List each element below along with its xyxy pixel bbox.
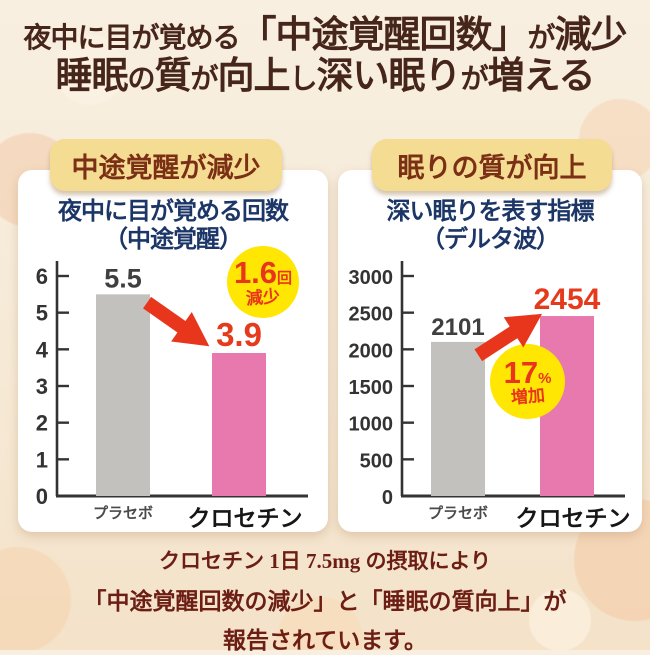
bar-value-label: 5.5 [104, 263, 142, 293]
footer-line2: 「中途覚醒回数の減少」と「睡眠の質向上」が [83, 589, 567, 614]
badge-label: 眠りの質が向上 [397, 152, 587, 183]
title-segment: 「中途覚醒回数」 [239, 14, 529, 55]
page-title-line2: 睡眠の質が向上し深い眠りが増える [0, 55, 650, 96]
footer-line3: 報告されています。 [222, 628, 427, 653]
y-tick-label: 3000 [349, 267, 394, 289]
y-tick-label: 0 [36, 484, 48, 509]
y-tick-label: 5 [36, 300, 48, 325]
chart-awakening-count: 0 1 2 3 4 5 6 5.5 プラセボ 3.9 クロセチン [27, 257, 319, 537]
page-title-line1: 夜中に目が覚める「中途覚醒回数」が減少 [0, 14, 650, 55]
category-label: プラセボ [428, 505, 488, 522]
bar-placebo [431, 341, 485, 496]
bar-value-label: 3.9 [216, 316, 262, 353]
highlight-unit: % [538, 369, 552, 387]
y-tick-label: 1000 [349, 413, 394, 435]
y-tick-label: 0 [382, 487, 393, 509]
bar-chart-delta-wave: 0 500 1000 1500 2000 2500 3000 2101 プラセボ 2454 クロセチ… [349, 260, 631, 531]
panel-sleep-quality: 眠りの質が向上 深い眠りを表す指標 （デルタ波） 0 500 1000 1500 200… [338, 139, 642, 532]
y-tick-label: 3 [36, 374, 48, 399]
bar-value-label: 2101 [431, 314, 484, 341]
highlight-label: 減少 [245, 286, 281, 309]
category-label: クロセチン [188, 505, 303, 531]
y-tick-label: 2000 [349, 340, 394, 362]
title-segment: 睡眠 [55, 55, 129, 97]
highlight-label: 増加 [509, 385, 546, 408]
y-tick-label: 2500 [349, 303, 394, 325]
panel-mid-sleep-awakening: 中途覚醒が減少 夜中に目が覚める回数 （中途覚醒） 0 1 2 3 4 5 6 5.5 プラセボ… [18, 139, 328, 532]
chart-delta-wave: 0 500 1000 1500 2000 2500 3000 2101 プラセボ 2454 クロセチ… [344, 257, 636, 537]
title-segment: の [127, 63, 156, 95]
bar-chart-awakening: 0 1 2 3 4 5 6 5.5 プラセボ 3.9 クロセチン [36, 260, 308, 531]
title-segment: が [527, 22, 556, 53]
arrow-shape [143, 296, 210, 347]
title-segment: 夜中に目が覚める [23, 22, 240, 53]
page-title: 夜中に目が覚める「中途覚醒回数」が減少 睡眠の質が向上し深い眠りが増える [0, 14, 650, 97]
badge-quality-improved: 眠りの質が向上 [372, 139, 612, 191]
title-segment: 減少 [554, 14, 628, 55]
bar-value-label: 2454 [534, 283, 601, 316]
highlight-value: 1.6 [233, 255, 278, 291]
arrow-shape [474, 313, 543, 362]
highlight-badge-increase: 17 % 増加 [490, 344, 565, 419]
y-tick-label: 1 [36, 447, 48, 472]
footer-note: クロセチン 1日 7.5mg の摂取により 「中途覚醒回数の減少」と「睡眠の質向… [0, 545, 650, 655]
footer-line1: クロセチン 1日 7.5mg の摂取により [158, 549, 492, 573]
title-segment: 増える [487, 55, 596, 97]
bar-crocetin [212, 352, 266, 496]
title-segment: 深い眠り [316, 55, 462, 97]
y-tick-label: 4 [36, 337, 49, 362]
y-tick-label: 6 [36, 264, 48, 289]
arrow-up-right-icon [474, 313, 543, 362]
category-label: プラセボ [93, 505, 153, 522]
title-segment: が [460, 63, 489, 95]
chart-title-awakening: 夜中に目が覚める回数 （中途覚醒） [58, 198, 289, 254]
highlight-badge-reduction: 1.6 回 減少 [227, 246, 299, 318]
arrow-down-right-icon [143, 296, 210, 347]
badge-label: 中途覚醒が減少 [71, 152, 261, 183]
title-segment: が [190, 63, 219, 95]
bar-placebo [96, 293, 150, 496]
highlight-value: 17 [503, 354, 539, 390]
y-tick-label: 2 [36, 410, 48, 435]
highlight-unit: 回 [277, 270, 293, 288]
title-segment: 向上 [217, 55, 291, 97]
title-segment: 質 [154, 55, 192, 97]
chart-title-delta-wave: 深い眠りを表す指標 （デルタ波） [386, 198, 595, 254]
y-tick-label: 500 [360, 450, 393, 472]
title-segment: し [289, 63, 318, 95]
badge-awakening-reduced: 中途覚醒が減少 [50, 139, 282, 191]
y-tick-label: 1500 [349, 377, 394, 399]
category-label: クロセチン [516, 505, 631, 531]
